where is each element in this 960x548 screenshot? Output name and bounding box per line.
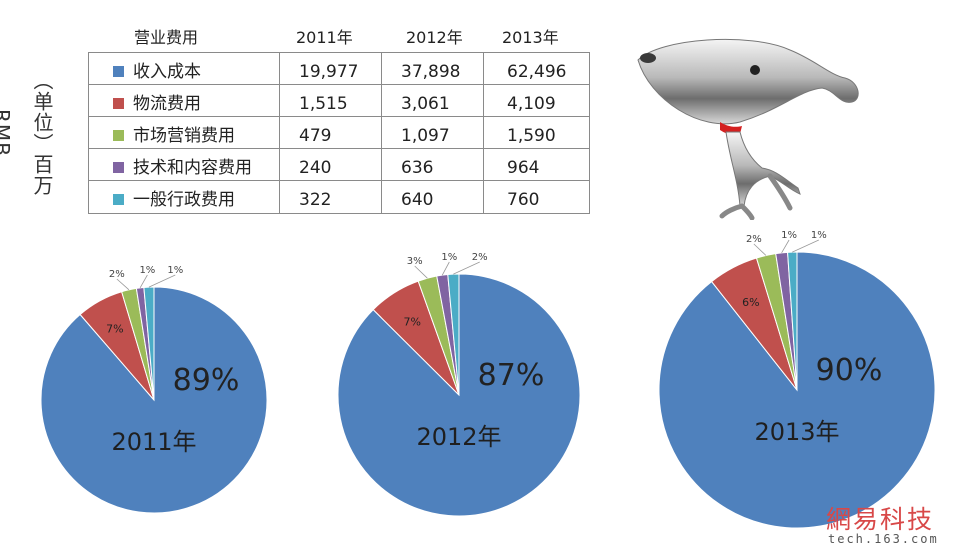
legend-swatch — [113, 194, 124, 205]
leader-line — [781, 239, 790, 254]
value-2011: 479 — [299, 126, 332, 146]
leader-line — [414, 265, 428, 279]
pie-slice — [40, 286, 268, 514]
value-2013: 4,109 — [507, 94, 556, 114]
table-row-tech-content: 技术和内容费用 240 636 964 — [89, 152, 589, 184]
table-row-admin: 一般行政费用 322 640 760 — [89, 184, 589, 216]
unit-label: （单位）百万RMB — [0, 70, 54, 196]
pie-year-label: 2013年 — [754, 418, 839, 446]
value-2012: 3,061 — [401, 94, 450, 114]
jd-dog-mascot-image — [637, 38, 859, 220]
value-2012: 636 — [401, 158, 434, 178]
value-2011: 322 — [299, 190, 332, 210]
netease-tech-watermark: 網易科技 tech.163.com — [822, 500, 958, 546]
header-2011: 2011年 — [296, 28, 353, 47]
value-2012: 640 — [401, 190, 434, 210]
pie-year-label: 2012年 — [416, 423, 501, 451]
pie-slice-label: 1% — [167, 265, 183, 276]
leader-line — [116, 278, 130, 291]
value-2012: 37,898 — [401, 62, 461, 82]
legend-swatch — [113, 162, 124, 173]
table-divider — [483, 53, 484, 213]
leader-line — [139, 274, 148, 289]
pie-slice-label: 87% — [478, 358, 545, 393]
leader-line — [441, 261, 450, 276]
leader-line — [148, 274, 176, 288]
legend-swatch — [113, 66, 124, 77]
header-2013: 2013年 — [502, 28, 559, 47]
legend-swatch — [113, 98, 124, 109]
pie-slice-label: 1% — [781, 230, 797, 241]
pie-chart-2011年: 89% 7% 2% 1% 1% 2011年 — [40, 265, 268, 514]
pie-chart-2013年: 90% 6% 2% 1% 1% 2013年 — [658, 230, 936, 529]
pie-slice-label: 2% — [472, 252, 488, 263]
table-row-revenue-cost: 收入成本 19,977 37,898 62,496 — [89, 56, 589, 88]
value-2012: 1,097 — [401, 126, 450, 146]
table-divider — [381, 53, 382, 213]
value-2013: 964 — [507, 158, 540, 178]
pie-slice-label: 3% — [407, 256, 423, 267]
table-divider — [89, 148, 589, 149]
value-2013: 760 — [507, 190, 540, 210]
row-label: 技术和内容费用 — [133, 158, 252, 178]
table-divider — [279, 53, 280, 213]
table-header: 营业费用 2011年 2012年 2013年 — [90, 22, 595, 52]
row-label: 物流费用 — [133, 94, 201, 114]
value-2011: 240 — [299, 158, 332, 178]
leader-line — [792, 239, 819, 253]
legend-swatch — [113, 130, 124, 141]
value-2013: 62,496 — [507, 62, 567, 82]
leader-line — [453, 261, 480, 275]
table-row-logistics: 物流费用 1,515 3,061 4,109 — [89, 88, 589, 120]
pie-slice-label: 2% — [746, 234, 762, 245]
cost-table: 收入成本 19,977 37,898 62,496 物流费用 1,515 3,0… — [88, 52, 590, 214]
table-divider — [89, 180, 589, 181]
row-label: 市场营销费用 — [133, 126, 235, 146]
pie-slice-label: 90% — [816, 353, 883, 388]
pie-slice — [447, 273, 460, 396]
value-2011: 1,515 — [299, 94, 348, 114]
pie-year-label: 2011年 — [111, 428, 196, 456]
row-label: 一般行政费用 — [133, 190, 235, 210]
pie-slice-label: 89% — [173, 363, 240, 398]
watermark-domain: tech.163.com — [828, 532, 939, 546]
pie-slice-label: 7% — [106, 323, 123, 336]
row-label: 收入成本 — [133, 62, 201, 82]
table-row-marketing: 市场营销费用 479 1,097 1,590 — [89, 120, 589, 152]
watermark-brand: 網易科技 — [826, 505, 935, 534]
table-divider — [89, 116, 589, 117]
pie-slice — [787, 251, 798, 391]
pie-slice-label: 1% — [811, 230, 827, 241]
pie-chart-2012年: 87% 7% 3% 1% 2% 2012年 — [337, 252, 581, 517]
leader-line — [753, 243, 767, 256]
pie-slice-label: 1% — [441, 252, 457, 263]
header-2012: 2012年 — [406, 28, 463, 47]
table-divider — [89, 84, 589, 85]
header-category: 营业费用 — [134, 28, 199, 47]
pie-slice-label: 1% — [139, 265, 155, 276]
pie-slice-label: 7% — [404, 315, 421, 328]
pie-slice-label: 6% — [742, 296, 759, 309]
pie-slice-label: 2% — [109, 269, 125, 280]
value-2013: 1,590 — [507, 126, 556, 146]
value-2011: 19,977 — [299, 62, 359, 82]
